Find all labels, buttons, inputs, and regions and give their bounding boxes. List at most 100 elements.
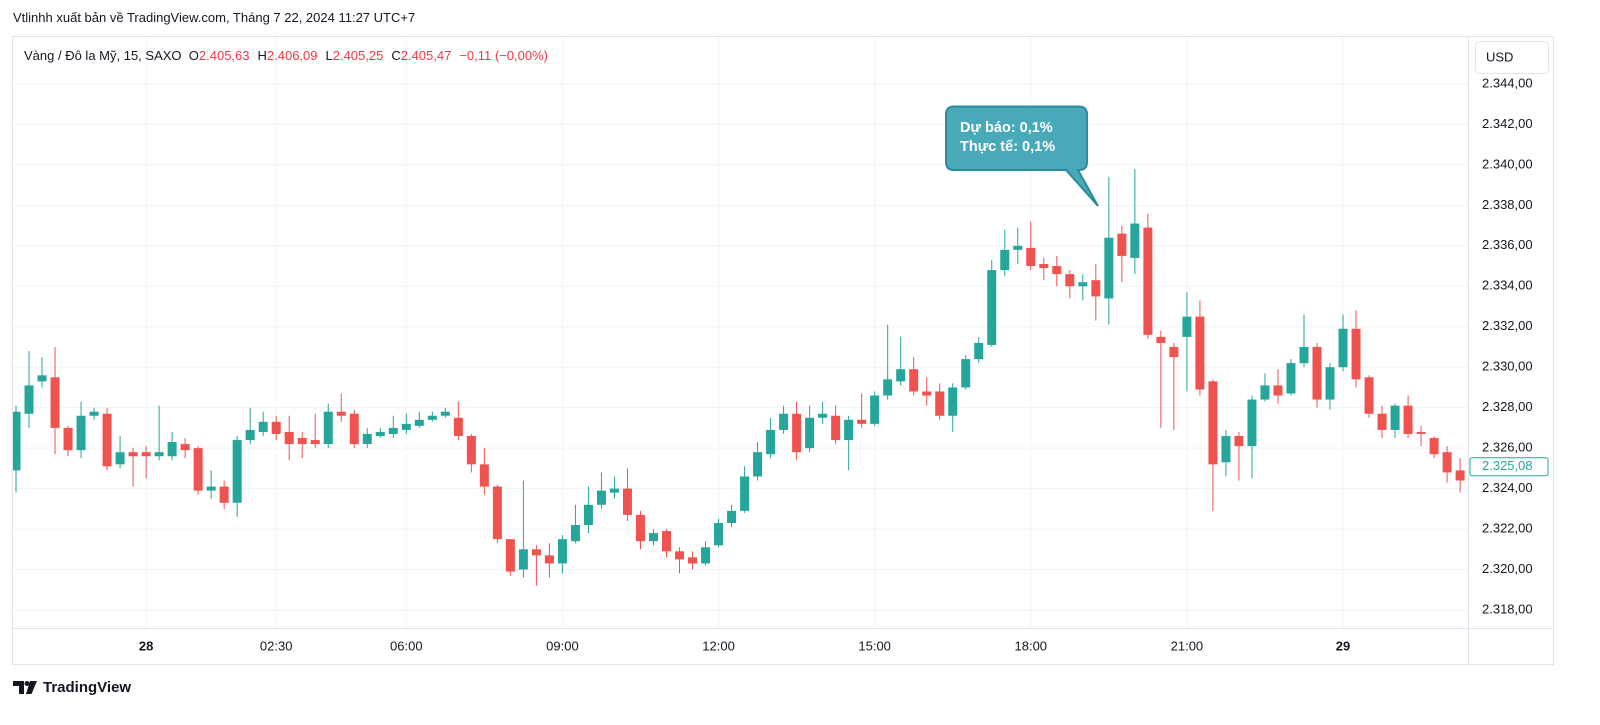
candle-body [987, 270, 997, 345]
candle-body [1065, 274, 1075, 287]
candle-body [714, 522, 724, 546]
candle-body [219, 486, 229, 503]
candle-body [922, 391, 932, 396]
candle-body [63, 427, 73, 451]
symbol-header: Vàng / Đô la Mỹ, 15, SAXO O2.405,63 H2.40… [24, 48, 556, 63]
y-tick-label: 2.332,00 [1482, 318, 1533, 333]
candle-body [531, 549, 541, 556]
candle-body [154, 452, 164, 457]
candle-body [701, 547, 711, 564]
candle-body [1234, 435, 1244, 447]
candle-body [935, 391, 945, 416]
annotation-bubble [945, 105, 1099, 207]
candle-body [1338, 328, 1348, 368]
candle-body [375, 431, 385, 436]
y-tick-label: 2.320,00 [1482, 561, 1533, 576]
y-tick-label: 2.342,00 [1482, 116, 1533, 131]
candle-body [440, 411, 450, 416]
candle-body [1299, 346, 1309, 364]
candle-body [1208, 381, 1218, 465]
candle-body [50, 377, 60, 428]
candle-body [1221, 435, 1231, 463]
candle-body [948, 387, 958, 416]
candle-body [310, 440, 320, 445]
candle-body [1104, 237, 1114, 299]
candle-body [245, 429, 255, 441]
publisher-line: Vtlinhh xuất bản về TradingView.com, Thá… [13, 10, 416, 25]
candle-body [89, 411, 99, 416]
x-tick-label: 09:00 [546, 638, 579, 653]
candle-body [401, 423, 411, 430]
candle-body [1429, 438, 1439, 455]
candle-body [609, 488, 619, 493]
candle-body [193, 448, 203, 491]
symbol: Vàng / Đô la Mỹ, 15, SAXO [24, 48, 182, 63]
candle-body [37, 375, 47, 382]
x-tick-label: 06:00 [390, 638, 423, 653]
candle-body [1169, 346, 1179, 358]
x-tick-label: 28 [139, 638, 153, 653]
candle-body [1351, 328, 1361, 380]
candle-body [115, 452, 125, 465]
y-tick-label: 2.322,00 [1482, 520, 1533, 535]
x-tick-label: 29 [1336, 638, 1350, 653]
currency-label[interactable]: USD [1486, 49, 1513, 64]
candle-body [1078, 282, 1088, 287]
candle-body [232, 440, 242, 503]
candle-body [1377, 413, 1387, 430]
y-tick-label: 2.326,00 [1482, 440, 1533, 455]
last-price-box [1469, 457, 1549, 477]
candle-body [167, 442, 177, 457]
currency-box[interactable] [1475, 41, 1549, 74]
candle-body [102, 413, 112, 467]
candle-body [518, 549, 528, 570]
candle-body [206, 486, 216, 491]
candle-body [453, 417, 463, 436]
candle-body [1442, 452, 1452, 473]
candle-body [466, 435, 476, 465]
axes: 2.318,00 2.320,00 2.322,00 2.324,00 2.326,00… [139, 75, 1549, 653]
candle-body [1416, 431, 1426, 434]
currency-button[interactable]: USD [1475, 41, 1549, 74]
candle-body [141, 452, 151, 457]
candle-body [1403, 405, 1413, 434]
candle-body [1117, 233, 1127, 256]
candle-body [1364, 377, 1374, 414]
ohlc-value: 2.405,63 [198, 48, 250, 63]
ohlc-key: O [188, 48, 199, 63]
candle-body [675, 551, 685, 560]
candle-body [596, 490, 606, 505]
candle-body [479, 464, 489, 487]
candle-body [1026, 247, 1036, 267]
candle-body [740, 476, 750, 511]
change: −0,11 (−0,00%) [459, 48, 548, 63]
candle-body [13, 411, 21, 471]
candle-body [1247, 399, 1257, 447]
candle-body [1039, 264, 1049, 269]
candle-body [635, 514, 645, 542]
candle-body [961, 359, 971, 388]
candle-body [24, 385, 34, 414]
y-tick-label: 2.328,00 [1482, 399, 1533, 414]
candle-body [1000, 249, 1010, 271]
candle-body [805, 417, 815, 449]
candle-body [1273, 385, 1283, 396]
candle-body [544, 555, 554, 564]
chart-frame [12, 36, 1554, 665]
candle-body [831, 415, 841, 441]
candle-body [688, 557, 698, 564]
candle-body [883, 379, 893, 396]
x-tick-label: 15:00 [858, 638, 891, 653]
candle-body [258, 421, 268, 432]
candle-body [779, 413, 789, 430]
y-tick-label: 2.330,00 [1482, 359, 1533, 374]
candle-body [1156, 336, 1166, 343]
candle-body [753, 452, 763, 477]
candle-body [1182, 316, 1192, 337]
candle-body [662, 531, 671, 552]
candle-body [1052, 266, 1062, 275]
annotation-line: Thực tế: 0,1% [960, 139, 1055, 155]
ohlc-key: L [325, 48, 333, 63]
